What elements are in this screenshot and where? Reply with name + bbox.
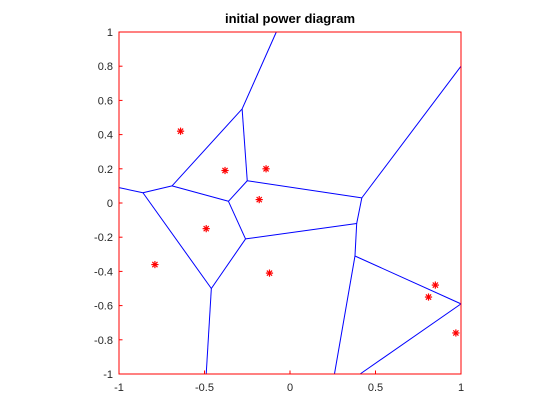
diagram-edge-17 bbox=[333, 255, 356, 375]
y-tick-label: -0.6 bbox=[94, 301, 113, 313]
points-layer bbox=[151, 127, 460, 337]
site-point-1 bbox=[176, 127, 185, 135]
diagram-edge-14 bbox=[210, 238, 246, 289]
diagram-edge-8 bbox=[247, 180, 362, 199]
y-tick-label: -0.4 bbox=[94, 266, 113, 278]
y-tick-label: -1 bbox=[103, 369, 113, 381]
diagram-edge-4 bbox=[241, 31, 277, 110]
site-point-5 bbox=[202, 225, 210, 233]
site-point-3 bbox=[262, 165, 270, 173]
x-tick-label: 0 bbox=[287, 382, 293, 394]
y-tick-label: 1 bbox=[107, 27, 113, 39]
diagram-edge-11 bbox=[227, 201, 246, 240]
diagram-edge-15 bbox=[205, 288, 212, 375]
diagram-edge-2 bbox=[142, 185, 173, 194]
edges-layer bbox=[118, 31, 462, 375]
chart-title: initial power diagram bbox=[225, 11, 355, 26]
plot-box bbox=[118, 31, 462, 375]
y-tick-label: 0.2 bbox=[98, 164, 113, 176]
diagram-edge-9 bbox=[361, 65, 462, 199]
diagram-edge-7 bbox=[228, 180, 248, 202]
y-tick-label: 0 bbox=[107, 198, 113, 210]
y-tick-label: 0.4 bbox=[98, 130, 113, 142]
y-tick-label: -0.8 bbox=[94, 335, 113, 347]
x-tick-label: -1 bbox=[114, 382, 124, 394]
x-tick-label: 1 bbox=[458, 382, 464, 394]
site-point-10 bbox=[452, 329, 460, 337]
diagram-edge-6 bbox=[171, 185, 229, 202]
site-point-4 bbox=[255, 195, 263, 204]
diagram-edge-1 bbox=[118, 187, 144, 194]
diagram-edge-18 bbox=[354, 255, 462, 305]
y-tick-label: 0.6 bbox=[98, 95, 113, 107]
site-point-9 bbox=[424, 293, 433, 301]
y-tick-label: -0.2 bbox=[94, 232, 113, 244]
site-point-6 bbox=[151, 260, 159, 269]
diagram-edge-16 bbox=[354, 223, 358, 257]
site-point-7 bbox=[265, 269, 274, 277]
diagram-edge-5 bbox=[241, 108, 248, 181]
x-tick-label: -0.5 bbox=[195, 382, 214, 394]
diagram-edge-13 bbox=[142, 192, 212, 289]
diagram-edge-3 bbox=[171, 108, 243, 187]
x-axis: -1 -0.5 0 0.5 1 bbox=[114, 370, 464, 394]
diagram-edge-19 bbox=[359, 303, 462, 375]
site-point-2 bbox=[221, 166, 229, 175]
y-tick-label: 0.8 bbox=[98, 61, 113, 73]
x-tick-label: 0.5 bbox=[368, 382, 383, 394]
diagram-edge-10 bbox=[356, 197, 363, 224]
site-point-8 bbox=[431, 281, 439, 289]
y-axis: -1 -0.8 -0.6 -0.4 -0.2 0 0.2 0.4 0.6 0.8 1 bbox=[94, 27, 123, 381]
diagram-edge-12 bbox=[245, 223, 357, 240]
